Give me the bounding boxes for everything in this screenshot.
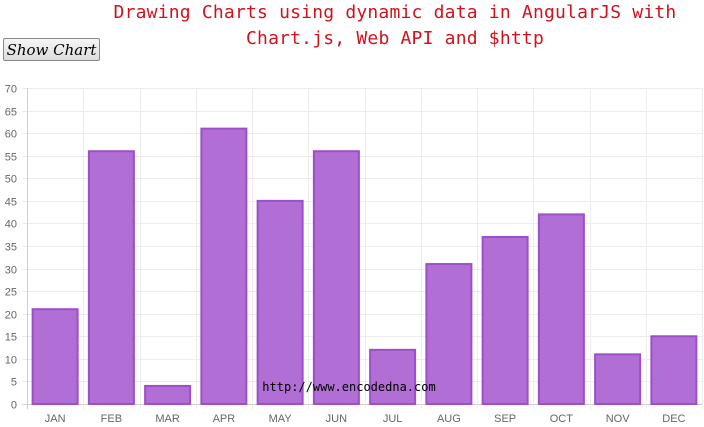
y-tick-label: 60	[5, 129, 17, 141]
y-tick-label: 5	[11, 377, 17, 389]
bar-sep	[481, 235, 529, 405]
bar-oct	[537, 213, 585, 405]
bar-apr	[200, 127, 248, 405]
x-tick-label: MAY	[269, 413, 293, 425]
x-tick-label: NOV	[606, 413, 631, 425]
x-tick-label: FEB	[101, 413, 122, 425]
x-tick-label: SEP	[494, 413, 516, 425]
y-tick-label: 45	[5, 197, 17, 209]
x-tick-label: OCT	[550, 413, 574, 425]
bar-jun	[312, 150, 360, 405]
y-tick-label: 65	[5, 107, 17, 119]
bar-mar	[144, 384, 192, 406]
y-tick-label: 25	[5, 287, 17, 299]
y-tick-label: 35	[5, 242, 17, 254]
title-line-2: Chart.js, Web API and $http	[246, 28, 544, 49]
y-tick-label: 20	[5, 310, 17, 322]
y-tick-label: 15	[5, 332, 17, 344]
bar-feb	[87, 150, 135, 405]
y-tick-label: 10	[5, 355, 17, 367]
page-title: Drawing Charts using dynamic data in Ang…	[110, 0, 680, 52]
bar-aug	[425, 263, 473, 405]
show-chart-button[interactable]: Show Chart	[3, 38, 100, 61]
watermark-text: http://www.encodedna.com	[262, 380, 435, 394]
x-tick-label: DEC	[662, 413, 685, 425]
bar-dec	[650, 335, 698, 405]
x-tick-label: APR	[213, 413, 236, 425]
bar-jan	[31, 308, 79, 405]
x-tick-label: JUN	[326, 413, 347, 425]
bar-may	[256, 199, 304, 405]
x-tick-label: JUL	[383, 413, 403, 425]
bar-nov	[594, 353, 642, 406]
y-tick-label: 70	[5, 84, 17, 96]
x-tick-label: JAN	[45, 413, 66, 425]
y-tick-label: 50	[5, 174, 17, 186]
y-tick-label: 40	[5, 219, 17, 231]
bar-jul	[369, 348, 417, 406]
y-tick-label: 30	[5, 265, 17, 277]
bar-chart: 0 5 10 15 20 25 30 35 40 45 50 55 60 65 70 JAN FEB MAR APR…	[5, 84, 703, 425]
title-line-1: Drawing Charts using dynamic data in Ang…	[113, 2, 677, 23]
y-tick-label: 0	[11, 400, 17, 412]
x-tick-label: MAR	[155, 413, 180, 425]
x-tick-label: AUG	[437, 413, 461, 425]
y-tick-label: 55	[5, 152, 17, 164]
